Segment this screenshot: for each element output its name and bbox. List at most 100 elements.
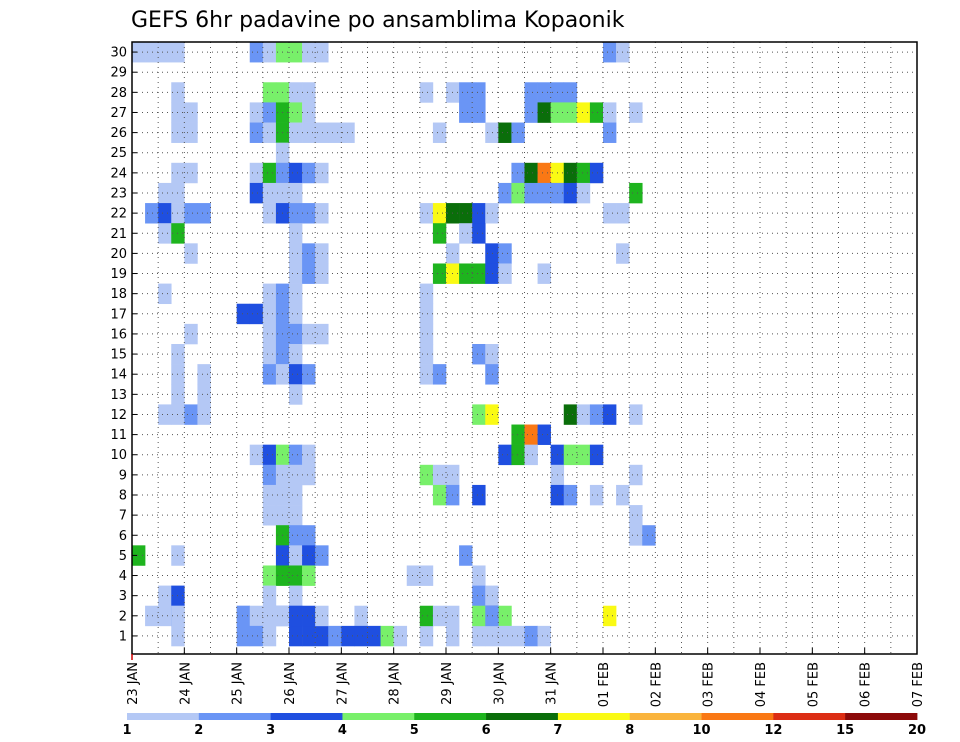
y-tick-label: 3: [119, 589, 127, 604]
heatmap-cell: [262, 585, 277, 607]
heatmap-cell: [197, 384, 211, 405]
heatmap-cell: [511, 122, 525, 143]
heatmap-cell: [485, 243, 499, 264]
heatmap-cell: [524, 424, 538, 445]
colorbar-swatch: [629, 713, 702, 720]
heatmap-cell: [302, 203, 316, 224]
heatmap-cell: [432, 122, 447, 143]
heatmap-cell: [236, 625, 251, 647]
heatmap-cell: [158, 42, 172, 63]
heatmap-cell: [419, 625, 434, 647]
heatmap-cell: [472, 82, 486, 103]
heatmap-cell: [145, 203, 159, 224]
colorbar-tick-label: 8: [625, 723, 634, 738]
heatmap-cell: [158, 404, 172, 425]
y-tick-label: 14: [110, 368, 127, 383]
colorbar-tick-label: 2: [194, 723, 203, 738]
heatmap-cell: [576, 404, 591, 425]
colorbar-tick-label: 15: [836, 723, 854, 738]
x-tick-label: 31 JAN: [545, 662, 560, 705]
heatmap-cell: [589, 162, 604, 184]
heatmap-cell: [302, 82, 316, 103]
heatmap-cell: [302, 625, 316, 647]
heatmap-cell: [563, 404, 578, 425]
heatmap-cell: [432, 605, 447, 627]
heatmap-cell: [315, 122, 329, 143]
heatmap-cell: [459, 102, 473, 123]
heatmap-cell: [563, 82, 578, 103]
heatmap-cell: [197, 404, 211, 425]
heatmap-cell: [629, 404, 643, 425]
colorbar-tick-label: 1: [122, 723, 131, 738]
colorbar-swatch: [701, 713, 774, 720]
heatmap-cell: [419, 364, 434, 385]
colorbar-swatch: [270, 713, 343, 720]
heatmap-cell: [472, 585, 486, 607]
colorbar-swatch: [557, 713, 631, 720]
heatmap-cell: [184, 162, 198, 184]
heatmap-cell: [511, 444, 525, 466]
heatmap-cell: [524, 82, 538, 103]
heatmap-cell: [563, 102, 578, 123]
heatmap-cell: [289, 444, 303, 466]
heatmap-cell: [563, 182, 578, 204]
heatmap-cell: [315, 605, 329, 627]
heatmap-cell: [589, 444, 604, 466]
y-tick-label: 20: [110, 247, 127, 262]
heatmap-cell: [432, 263, 447, 284]
colorbar-swatch: [773, 713, 846, 720]
x-tick-label: 01 FEB: [597, 662, 612, 707]
heatmap-cell: [589, 102, 604, 123]
heatmap-cell: [603, 605, 617, 627]
heatmap-cell: [472, 102, 486, 123]
heatmap-cell: [249, 102, 264, 123]
heatmap-cell: [341, 625, 355, 647]
heatmap-cell: [432, 484, 447, 506]
x-tick-label: 25 JAN: [231, 662, 246, 705]
heatmap-cell: [262, 444, 277, 466]
heatmap-cell: [472, 605, 486, 627]
heatmap-cell: [524, 162, 538, 184]
heatmap-cell: [472, 223, 486, 244]
heatmap-cell: [302, 525, 316, 546]
heatmap-cell: [328, 122, 342, 143]
heatmap-cell: [158, 585, 172, 607]
heatmap-cell: [249, 122, 264, 143]
heatmap-cell: [184, 404, 198, 425]
heatmap-cell: [459, 203, 473, 224]
heatmap-cell: [302, 162, 316, 184]
heatmap-cell: [603, 42, 617, 63]
heatmap-cell: [145, 605, 159, 627]
heatmap-cell: [249, 444, 264, 466]
heatmap-cell: [498, 243, 512, 264]
colorbar-swatch: [486, 713, 559, 720]
y-tick-label: 6: [119, 529, 127, 544]
heatmap-cell: [262, 344, 277, 365]
heatmap-cell: [289, 585, 303, 607]
heatmap-cell: [498, 263, 512, 284]
heatmap-cell: [459, 82, 473, 103]
heatmap-cell: [511, 424, 525, 445]
heatmap-cell: [158, 223, 172, 244]
heatmap-cell: [563, 162, 578, 184]
colorbar-tick-label: 4: [338, 723, 347, 738]
heatmap-cell: [132, 545, 146, 566]
heatmap-cell: [145, 42, 159, 63]
heatmap-cell: [603, 203, 617, 224]
heatmap-cell: [498, 182, 512, 204]
heatmap-cell: [498, 605, 512, 627]
heatmap-cell: [485, 585, 499, 607]
x-tick-label: 24 JAN: [178, 662, 193, 705]
heatmap-cell: [262, 505, 277, 526]
heatmap-cell: [576, 162, 591, 184]
heatmap-cell: [537, 162, 551, 184]
colorbar-tick-label: 3: [266, 723, 275, 738]
colorbar-swatch: [414, 713, 487, 720]
y-tick-label: 25: [110, 146, 127, 161]
colorbar-swatch: [127, 713, 200, 720]
heatmap-cell: [158, 182, 172, 204]
heatmap-cell: [289, 203, 303, 224]
heatmap-cell: [262, 625, 277, 647]
heatmap-cell: [197, 364, 211, 385]
colorbar-swatch: [845, 713, 918, 720]
